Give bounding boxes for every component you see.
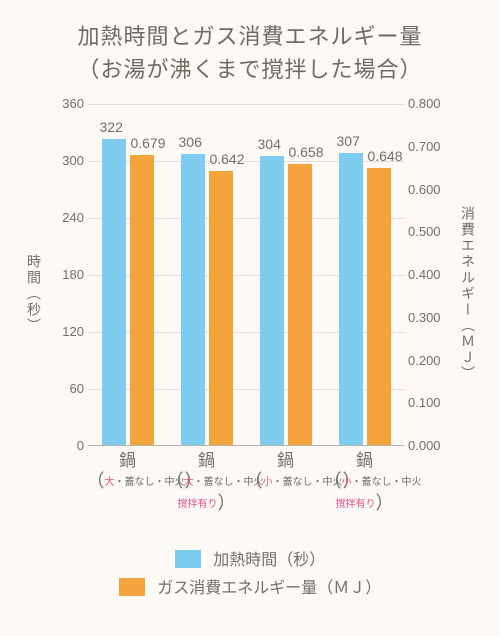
- value-label-energy: 0.658: [288, 144, 323, 160]
- value-label-time: 304: [258, 136, 281, 152]
- gridline: [88, 104, 404, 105]
- y-right-label: 消費エネルギー（ＭＪ）: [458, 206, 478, 382]
- bar-energy: [288, 164, 312, 445]
- y-right-tick: 0.400: [408, 267, 441, 282]
- bar-time: [181, 154, 205, 445]
- legend-swatch-energy: [119, 578, 145, 596]
- bar-time: [102, 139, 126, 445]
- bar-time: [260, 156, 284, 445]
- legend-item-time: 加熱時間（秒）: [18, 546, 482, 570]
- x-category: 鍋（小・蓋なし・中火）: [245, 446, 327, 493]
- y-left-tick: 60: [70, 381, 84, 396]
- value-label-energy: 0.679: [130, 135, 165, 151]
- y-left-tick: 240: [62, 210, 84, 225]
- legend-swatch-time: [175, 550, 201, 568]
- y-right-tick: 0.500: [408, 224, 441, 239]
- y-right-tick: 0.300: [408, 310, 441, 325]
- legend-label-time: 加熱時間（秒）: [213, 552, 325, 569]
- y-right-tick: 0.000: [408, 438, 441, 453]
- y-right-tick: 0.200: [408, 353, 441, 368]
- x-category: 鍋（大・蓋なし・中火撹拌有り）: [166, 446, 248, 514]
- bar-energy: [209, 171, 233, 445]
- bar-time: [339, 153, 363, 445]
- y-left-label: 時間（秒）: [24, 254, 44, 334]
- y-right-axis: 0.0000.1000.2000.3000.4000.5000.6000.700…: [408, 104, 448, 446]
- legend-label-energy: ガス消費エネルギー量（ＭＪ）: [157, 580, 381, 597]
- plot-area: 322 0.679 306 0.642 304 0.658 307 0.648: [88, 104, 404, 446]
- y-right-tick: 0.800: [408, 96, 441, 111]
- value-label-energy: 0.648: [367, 148, 402, 164]
- value-label-energy: 0.642: [209, 151, 244, 167]
- y-right-tick: 0.100: [408, 395, 441, 410]
- title-line-2: （お湯が沸くまで撹拌した場合）: [18, 53, 482, 86]
- legend: 加熱時間（秒） ガス消費エネルギー量（ＭＪ）: [18, 546, 482, 598]
- y-right-tick: 0.700: [408, 139, 441, 154]
- legend-item-energy: ガス消費エネルギー量（ＭＪ）: [18, 574, 482, 598]
- x-category: 鍋（大・蓋なし・中火）: [87, 446, 169, 493]
- y-left-tick: 300: [62, 153, 84, 168]
- x-axis-labels: 鍋（大・蓋なし・中火）鍋（大・蓋なし・中火撹拌有り）鍋（小・蓋なし・中火）鍋（小…: [88, 446, 404, 492]
- y-left-tick: 0: [77, 438, 84, 453]
- title-line-1: 加熱時間とガス消費エネルギー量: [18, 20, 482, 53]
- y-left-tick: 180: [62, 267, 84, 282]
- chart-title: 加熱時間とガス消費エネルギー量 （お湯が沸くまで撹拌した場合）: [18, 20, 482, 86]
- value-label-time: 306: [179, 134, 202, 150]
- bar-energy: [130, 155, 154, 445]
- value-label-time: 322: [100, 119, 123, 135]
- y-left-axis: 060120180240300360: [52, 104, 84, 446]
- y-right-tick: 0.600: [408, 182, 441, 197]
- y-left-tick: 120: [62, 324, 84, 339]
- y-left-tick: 360: [62, 96, 84, 111]
- value-label-time: 307: [337, 133, 360, 149]
- x-category: 鍋（小・蓋なし・中火撹拌有り）: [324, 446, 406, 514]
- chart-area: 時間（秒） 消費エネルギー（ＭＪ） 060120180240300360 0.0…: [42, 104, 458, 484]
- bar-energy: [367, 168, 391, 445]
